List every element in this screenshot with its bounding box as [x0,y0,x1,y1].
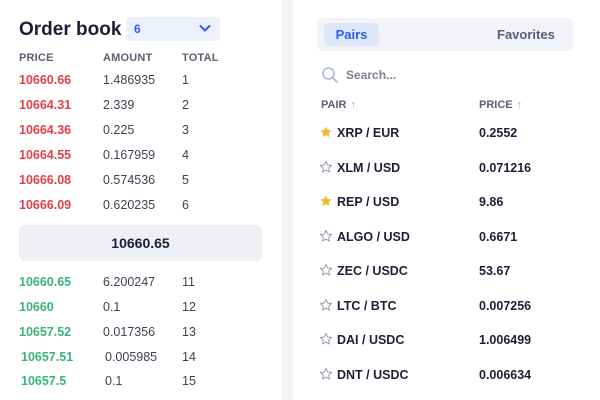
bid-amount: 0.1 [105,374,123,388]
ask-total: 4 [182,148,189,162]
pair-name: ALGO / USD [337,229,410,244]
ask-amount: 0.225 [103,123,135,137]
order-book-panel: Order book 6 PRICE AMOUNT TOTAL 10660.66… [0,0,282,400]
bid-row[interactable]: 10657.51 0.005985 14 [0,350,282,375]
star-outline-icon[interactable] [319,298,333,312]
ask-row[interactable]: 10664.36 0.225 3 [0,123,282,148]
pair-price: 0.006634 [479,367,532,382]
ask-price: 10664.31 [19,98,72,112]
pair-name: XRP / EUR [337,126,400,140]
header-total: TOTAL [182,52,219,64]
pair-row[interactable]: DAI / USDC 1.006499 [317,332,577,360]
pair-row[interactable]: ZEC / USDC 53.67 [317,263,577,291]
ask-price: 10660.66 [19,73,72,87]
bid-total: 12 [182,300,196,314]
bid-price: 10657.52 [19,325,72,339]
ask-total: 2 [182,98,189,112]
star-outline-icon[interactable] [319,367,333,381]
bid-row[interactable]: 10657.5 0.1 15 [0,374,282,399]
ask-total: 5 [182,173,189,187]
pair-price: 1.006499 [479,333,532,347]
pair-price: 53.67 [479,264,511,278]
pair-row[interactable]: DNT / USDC 0.006634 [317,367,577,395]
ask-total: 3 [182,123,189,137]
bid-total: 11 [182,275,195,289]
ask-row[interactable]: 10666.09 0.620235 6 [0,198,282,223]
ask-amount: 2.339 [103,98,135,112]
pairs-tabs: Pairs Favorites [317,18,573,51]
bid-amount: 0.017356 [103,325,156,339]
bid-amount: 6.200247 [103,275,156,289]
bid-total: 15 [182,374,196,388]
bid-price: 10660 [19,300,54,314]
pair-price: 0.007256 [479,298,532,313]
pair-price: 9.86 [479,195,504,209]
pair-row[interactable]: ALGO / USD 0.6671 [317,229,577,257]
depth-select[interactable]: 6 [126,17,220,41]
bid-total: 13 [182,325,196,339]
ask-row[interactable]: 10666.08 0.574536 5 [0,173,282,198]
ask-price: 10666.08 [19,173,72,187]
pair-row[interactable]: LTC / BTC 0.007256 [317,298,577,326]
header-amount: AMOUNT [103,52,153,64]
ask-row[interactable]: 10664.31 2.339 2 [0,98,282,123]
pair-name: REP / USD [337,195,400,209]
bid-amount: 0.1 [103,300,121,314]
header-price: PRICE [19,52,54,64]
star-outline-icon[interactable] [319,160,333,174]
bid-price: 10660.65 [19,275,72,289]
tab-favorites[interactable]: Favorites [497,27,555,42]
search-placeholder: Search... [346,68,397,82]
header-price[interactable]: PRICE ↑ [479,99,522,111]
bid-price: 10657.51 [21,350,74,364]
bid-total: 14 [182,350,196,364]
ask-price: 10664.55 [19,148,72,162]
ask-amount: 0.620235 [103,198,156,212]
header-price-label: PRICE [479,99,513,111]
tab-pairs[interactable]: Pairs [324,23,379,46]
bid-row[interactable]: 10660 0.1 12 [0,300,282,325]
star-outline-icon[interactable] [319,332,333,346]
pair-row[interactable]: REP / USD 9.86 [317,194,577,222]
pair-name: XLM / USD [337,160,401,175]
pair-name: LTC / BTC [337,298,397,313]
pair-row[interactable]: XLM / USD 0.071216 [317,160,577,188]
bid-amount: 0.005985 [105,350,158,364]
pair-name: DNT / USDC [337,367,409,382]
ask-row[interactable]: 10660.66 1.486935 1 [0,73,282,98]
search-field[interactable]: Search... [321,65,561,85]
ask-total: 1 [182,73,189,87]
ask-amount: 0.574536 [103,173,156,187]
ask-price: 10664.36 [19,123,72,137]
pair-price: 0.6671 [479,229,518,244]
depth-select-value: 6 [134,22,141,36]
sort-arrow-icon: ↑ [350,99,356,111]
pair-row[interactable]: XRP / EUR 0.2552 [317,125,577,153]
ask-amount: 0.167959 [103,148,156,162]
ask-row[interactable]: 10664.55 0.167959 4 [0,148,282,173]
header-pair-label: PAIR [321,99,347,111]
star-outline-icon[interactable] [319,263,333,277]
search-icon [322,67,338,83]
pairs-panel: Pairs Favorites Search... PAIR ↑ PRICE ↑ X… [293,0,600,400]
pair-price: 0.071216 [479,160,532,175]
star-filled-icon[interactable] [319,125,333,139]
ask-price: 10666.09 [19,198,72,212]
sort-arrow-icon: ↑ [516,99,523,111]
bid-row[interactable]: 10657.52 0.017356 13 [0,325,282,350]
ask-total: 6 [182,198,189,212]
bid-row[interactable]: 10660.65 6.200247 11 [0,275,282,300]
spread-price: 10660.65 [19,225,262,261]
bid-price: 10657.5 [21,374,67,388]
star-filled-icon[interactable] [319,194,333,208]
ask-amount: 1.486935 [103,73,156,87]
order-book-title: Order book [19,19,122,40]
star-outline-icon[interactable] [319,229,333,243]
chevron-down-icon [199,25,211,32]
pair-name: ZEC / USDC [337,264,408,278]
pair-price: 0.2552 [479,126,518,140]
pair-name: DAI / USDC [337,333,405,347]
header-pair[interactable]: PAIR ↑ [321,99,356,111]
